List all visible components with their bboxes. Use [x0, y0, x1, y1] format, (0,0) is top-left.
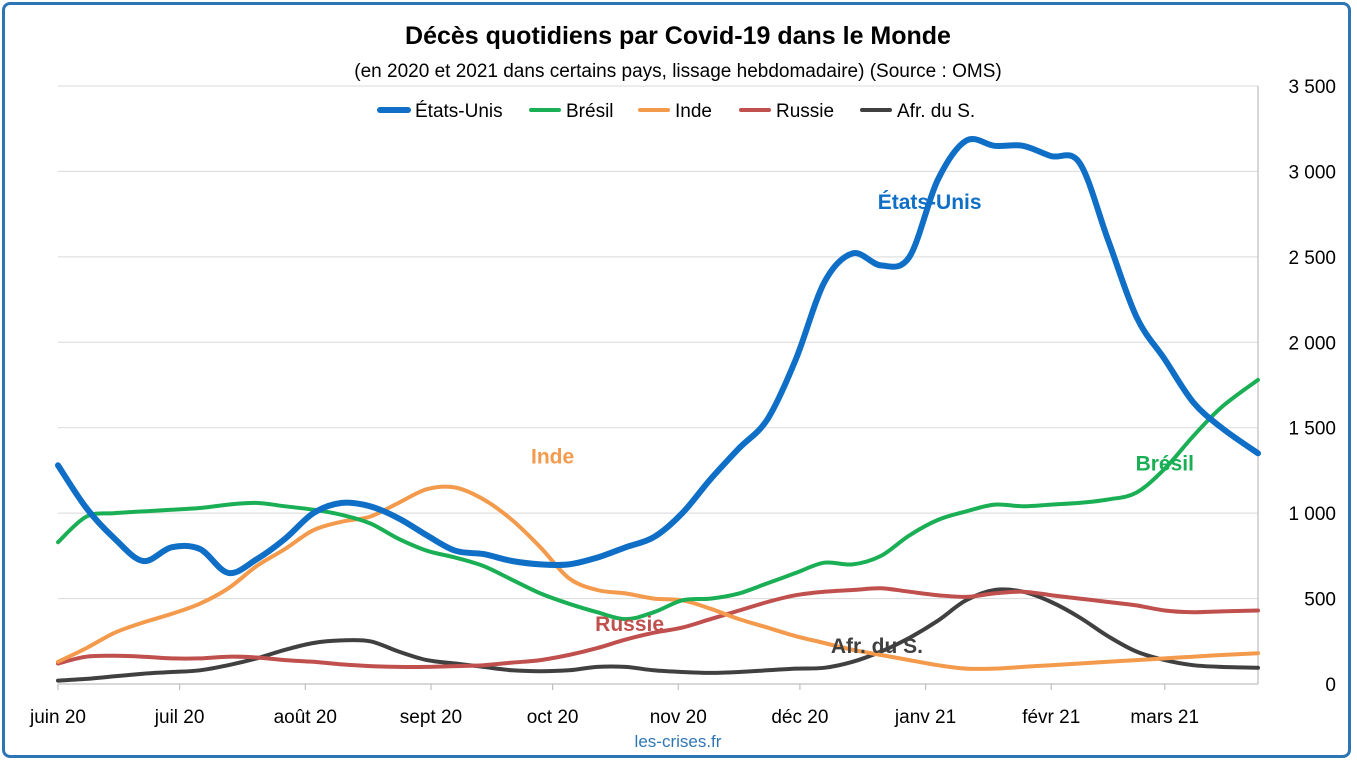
x-tick-label: nov 20	[650, 707, 707, 728]
gridlines	[58, 85, 1258, 600]
legend-label: États-Unis	[415, 101, 503, 122]
series-line-2	[56, 377, 1260, 622]
x-tick-label: juil 20	[154, 707, 205, 728]
y-tick-label: 0	[1325, 675, 1336, 696]
annotation-2: Brésil	[1136, 452, 1194, 475]
chart-subtitle: (en 2020 et 2021 dans certains pays, lis…	[354, 61, 1001, 82]
y-tick-label: 2 000	[1288, 333, 1336, 354]
legend-label: Inde	[675, 101, 712, 122]
x-tick-label: sept 20	[400, 707, 462, 728]
x-tick-label: oct 20	[527, 707, 579, 728]
annotation-3: Inde	[531, 446, 574, 469]
y-tick-label: 3 500	[1288, 77, 1336, 98]
y-tick-label: 1 000	[1288, 504, 1336, 525]
series-annotations: États-Unis Brésil Inde Russie Afr. du S.	[531, 191, 1194, 658]
y-tick-label: 3 000	[1288, 162, 1336, 183]
annotation-4: Russie	[595, 613, 664, 636]
series-line-4	[56, 586, 1260, 670]
x-tick-label: mars 21	[1130, 707, 1199, 728]
x-tick-label: déc 20	[771, 707, 828, 728]
axes: 0 500 1 000 1 500 2 000 2 500 3 000 3 500 juin 2…	[29, 77, 1336, 728]
series-line-1	[55, 135, 1261, 577]
x-tick-label: août 20	[274, 707, 337, 728]
x-tick-label: févr 21	[1022, 707, 1080, 728]
annotation-5: Afr. du S.	[831, 635, 923, 658]
annotation-1: États-Unis	[878, 191, 982, 214]
legend-label: Russie	[776, 101, 834, 122]
y-tick-label: 500	[1304, 590, 1336, 611]
source-credit: les-crises.fr	[635, 732, 722, 751]
x-tick-label: janv 21	[894, 707, 956, 728]
legend-label: Brésil	[566, 101, 614, 122]
y-tick-label: 2 500	[1288, 248, 1336, 269]
legend: États-Unis Brésil Inde Russie Afr. du S.	[377, 101, 975, 122]
chart-title: Décès quotidiens par Covid-19 dans le Mo…	[405, 22, 951, 50]
series-line-3	[56, 484, 1260, 671]
legend-label: Afr. du S.	[897, 101, 975, 122]
x-tick-label: juin 20	[29, 707, 86, 728]
series-lines	[55, 135, 1261, 683]
y-tick-label: 1 500	[1288, 419, 1336, 440]
